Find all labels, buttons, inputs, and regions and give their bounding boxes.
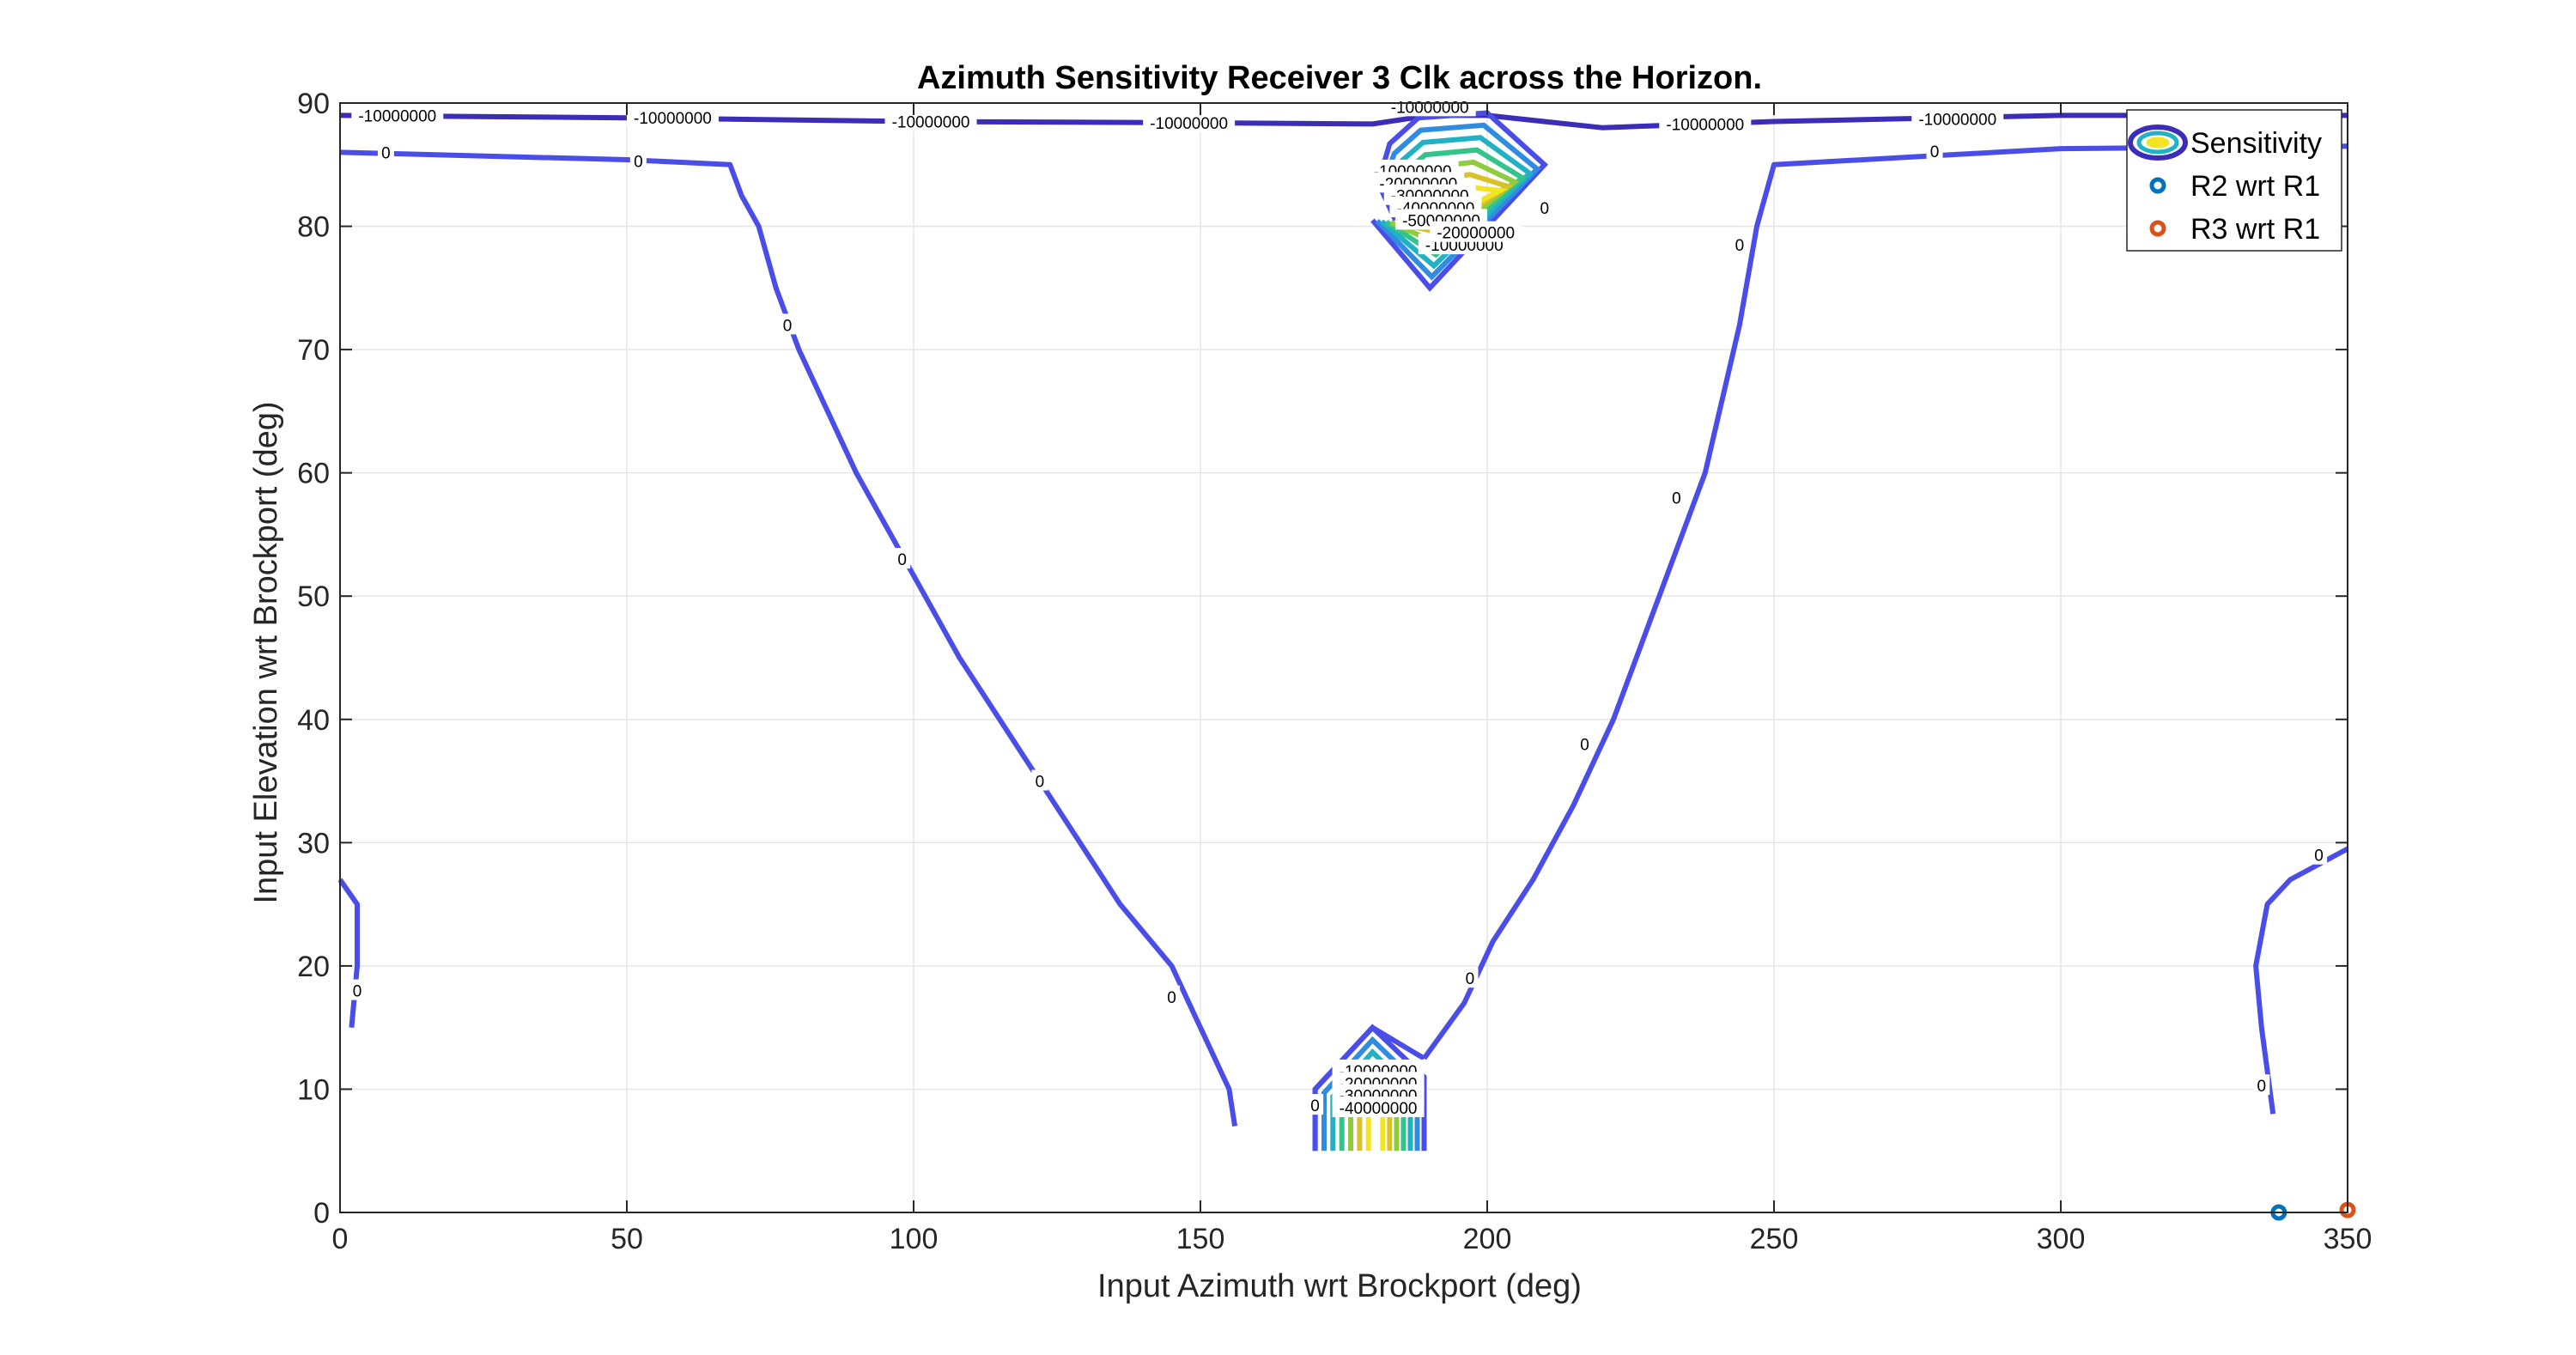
contour-label-bg — [1163, 985, 1181, 1006]
contour-label: 0 — [634, 153, 643, 171]
contour-label: 0 — [897, 551, 907, 569]
legend-swatch-contour — [2128, 125, 2188, 161]
contour-label: 0 — [2257, 1078, 2267, 1096]
y-tick-label: 30 — [297, 827, 330, 860]
contour-label-bg — [779, 313, 796, 335]
contour-label: -10000000 — [892, 114, 970, 132]
contour-label: 0 — [2314, 848, 2324, 866]
contour-label: -10000000 — [634, 110, 712, 128]
contour-label: 0 — [1540, 200, 1550, 218]
contour-label: 0 — [353, 983, 362, 1001]
x-tick-label: 300 — [2037, 1223, 2086, 1255]
contour-label: -10000000 — [358, 107, 436, 125]
legend-swatch-marker — [2149, 220, 2166, 237]
contour-label-bg — [1577, 732, 1594, 754]
y-tick-label: 60 — [297, 458, 330, 490]
contour-label: 0 — [1036, 774, 1045, 792]
contour-label-bg — [1307, 1094, 1324, 1115]
x-tick-label: 250 — [1750, 1223, 1799, 1255]
legend-item: Sensitivity — [2128, 125, 2322, 161]
contour-label-bg — [2253, 1074, 2270, 1096]
contour-label-bg — [1926, 139, 1943, 161]
legend-label: Sensitivity — [2190, 127, 2322, 160]
legend-swatch-contour — [2146, 137, 2170, 149]
x-tick-label: 50 — [611, 1223, 643, 1255]
contour-label-bg — [894, 548, 911, 569]
contour-label-bg — [377, 141, 394, 162]
contour-label-bg — [1383, 95, 1476, 117]
contour-label: 0 — [783, 317, 793, 335]
contour-label-bg — [1430, 221, 1522, 242]
legend-item: R2 wrt R1 — [2149, 170, 2320, 203]
contour-label-bg — [1031, 769, 1048, 791]
y-tick-label: 20 — [297, 951, 330, 983]
contour-label-bg — [1143, 111, 1236, 132]
contour-label: 0 — [1672, 489, 1681, 507]
contour-label-bg — [629, 149, 647, 171]
contour-label-bg — [1668, 486, 1685, 507]
contour-line — [1422, 143, 2348, 1060]
contour-line — [2253, 846, 2349, 1115]
contour-label: -10000000 — [1391, 99, 1469, 117]
contour-label: 0 — [1735, 237, 1745, 255]
x-tick-label: 200 — [1463, 1223, 1512, 1255]
y-tick-label: 10 — [297, 1073, 330, 1106]
tick-layer: 0 50 100 150 200 250 300 350 0 10 20 30 40 50 60 70 80 90 — [297, 88, 2372, 1255]
legend-swatch-marker — [2149, 177, 2166, 194]
x-tick-label: 0 — [332, 1223, 349, 1255]
contour-label: -20000000 — [1437, 225, 1515, 243]
contour-label: 0 — [1167, 989, 1176, 1007]
contour-label-bg — [1659, 112, 1752, 134]
legend-item: R3 wrt R1 — [2149, 213, 2320, 246]
y-tick-label: 0 — [313, 1197, 330, 1230]
legend: Sensitivity R2 wrt R1 R3 wrt R1 — [2126, 109, 2342, 252]
y-axis-label: Input Elevation wrt Brockport (deg) — [248, 401, 284, 903]
contour-label-bg — [351, 104, 444, 125]
x-tick-label: 150 — [1176, 1223, 1225, 1255]
contour-label-bg — [1536, 197, 1553, 218]
y-tick-label: 80 — [297, 211, 330, 244]
x-tick-label: 350 — [2324, 1223, 2372, 1255]
contour-label-bg — [626, 106, 719, 128]
contour-label-bg — [349, 979, 366, 1000]
legend-label: R3 wrt R1 — [2190, 213, 2320, 246]
contour-label-bg — [2311, 843, 2328, 865]
x-axis-label: Input Azimuth wrt Brockport (deg) — [1097, 1268, 1582, 1304]
contour-label-bg — [1461, 967, 1479, 988]
legend-swatch-contour — [2136, 131, 2179, 155]
plot-area — [340, 103, 2348, 1212]
contour-label: 0 — [1580, 736, 1589, 754]
contour-label-bg — [1731, 234, 1748, 255]
x-tick-label: 100 — [890, 1223, 939, 1255]
y-tick-label: 40 — [297, 704, 330, 737]
contour-label: 0 — [1466, 970, 1475, 988]
contour-label: -10000000 — [1918, 112, 1996, 130]
contour-label: -10000000 — [1666, 116, 1744, 134]
contour-label-bg — [1911, 107, 2004, 129]
contour-label: -40000000 — [1340, 1100, 1418, 1118]
chart-title: Azimuth Sensitivity Receiver 3 Clk acros… — [917, 60, 1762, 96]
contour-label: 0 — [1930, 143, 1940, 161]
plot-frame — [339, 102, 2348, 1213]
contour-label-bg — [884, 110, 977, 131]
y-tick-label: 50 — [297, 580, 330, 613]
contour-label: 0 — [1310, 1097, 1320, 1115]
contour-label-bg — [1332, 1096, 1425, 1117]
y-tick-label: 90 — [297, 88, 330, 120]
contour-label: -10000000 — [1150, 115, 1228, 133]
legend-label: R2 wrt R1 — [2190, 170, 2320, 203]
y-tick-label: 70 — [297, 334, 330, 367]
contour-label: 0 — [381, 144, 391, 162]
